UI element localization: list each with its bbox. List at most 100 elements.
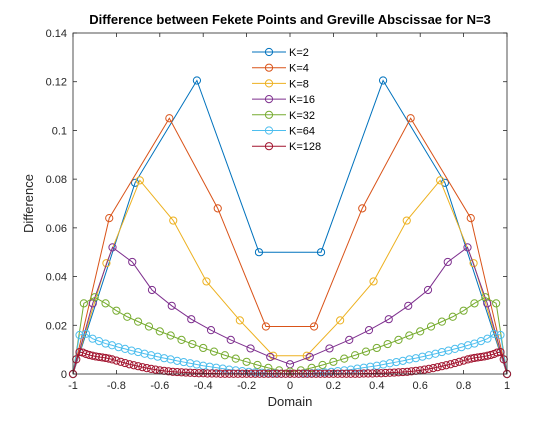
data-point	[108, 243, 117, 252]
series-k-16	[68, 243, 512, 379]
data-point	[120, 358, 130, 368]
data-point	[169, 216, 178, 225]
data-point	[459, 306, 468, 315]
data-point	[98, 353, 107, 362]
data-point	[470, 353, 479, 363]
data-point	[402, 216, 411, 225]
y-tick-label: 0.04	[46, 272, 67, 284]
data-point	[116, 357, 125, 366]
data-point	[134, 317, 143, 326]
legend-entry: K=32	[252, 110, 315, 122]
data-point	[203, 369, 212, 378]
y-tick-label: 0.06	[46, 223, 67, 235]
data-point	[264, 363, 273, 373]
data-point	[194, 369, 203, 378]
data-point	[420, 365, 429, 374]
data-point	[213, 204, 222, 213]
data-point	[218, 364, 227, 373]
legend-marker	[264, 47, 274, 57]
series-line	[72, 179, 508, 375]
data-point	[226, 335, 235, 344]
legend-entry: K=8	[252, 78, 309, 90]
legend-entry: K=128	[252, 141, 321, 153]
data-point	[207, 369, 216, 378]
data-point	[496, 347, 505, 357]
x-tick-label: 0	[287, 380, 293, 392]
data-point	[466, 214, 475, 223]
data-point	[246, 344, 255, 353]
x-tick-label: 0.2	[326, 380, 341, 392]
data-point	[104, 354, 113, 363]
data-point	[266, 352, 275, 362]
data-point	[199, 369, 208, 378]
data-point	[177, 335, 186, 344]
legend-marker	[264, 126, 274, 135]
data-point	[359, 363, 368, 372]
data-point	[423, 285, 433, 295]
legend-marker	[264, 110, 274, 119]
data-point	[168, 367, 177, 376]
data-point	[186, 359, 195, 368]
data-point	[192, 360, 201, 369]
data-point	[305, 352, 314, 362]
y-tick-label: 0.14	[46, 28, 67, 40]
data-point	[437, 317, 446, 326]
legend-marker	[264, 63, 274, 72]
x-tick-label: -0.8	[107, 380, 126, 392]
data-point	[128, 257, 137, 267]
data-point	[123, 312, 132, 321]
data-point	[186, 368, 195, 377]
data-point	[316, 248, 326, 257]
legend-label: K=128	[289, 141, 321, 153]
data-point	[160, 366, 169, 375]
data-point	[437, 362, 446, 371]
y-axis-label: Difference	[21, 174, 36, 233]
data-point	[372, 369, 381, 378]
data-point	[358, 204, 367, 213]
data-point	[384, 315, 393, 324]
data-point	[220, 351, 229, 360]
data-point	[489, 329, 499, 338]
data-point	[192, 76, 202, 85]
data-point	[135, 176, 144, 185]
data-point	[318, 360, 327, 370]
data-point	[398, 367, 407, 377]
legend-entry: K=16	[252, 94, 315, 106]
data-point	[345, 335, 354, 344]
data-point	[209, 347, 219, 356]
y-tick-label: 0	[61, 369, 67, 381]
data-point	[88, 299, 97, 308]
x-tick-label: 1	[504, 380, 510, 392]
data-point	[190, 368, 199, 378]
data-point	[142, 364, 151, 373]
data-point	[166, 331, 175, 340]
legend-label: K=32	[289, 110, 315, 122]
data-point	[377, 369, 386, 378]
series-k-4	[68, 114, 512, 379]
data-point	[493, 348, 502, 357]
legend-marker	[264, 79, 274, 88]
data-point	[212, 363, 221, 372]
data-point	[254, 248, 264, 257]
data-point	[147, 285, 157, 295]
data-point	[404, 301, 413, 310]
data-point	[336, 316, 345, 325]
data-point	[107, 355, 117, 364]
data-point	[429, 364, 438, 373]
data-point	[483, 334, 492, 343]
data-point	[392, 357, 401, 367]
data-point	[481, 293, 490, 302]
data-point	[325, 344, 334, 353]
data-point	[411, 366, 420, 375]
data-point	[179, 357, 188, 367]
x-tick-label: -0.4	[194, 380, 213, 392]
x-tick-label: 0.6	[413, 380, 428, 392]
data-point	[231, 354, 240, 363]
legend-entry: K=64	[252, 126, 315, 138]
data-point	[364, 326, 374, 335]
data-point	[492, 299, 501, 308]
data-point	[88, 351, 97, 360]
legend-label: K=16	[289, 94, 315, 106]
